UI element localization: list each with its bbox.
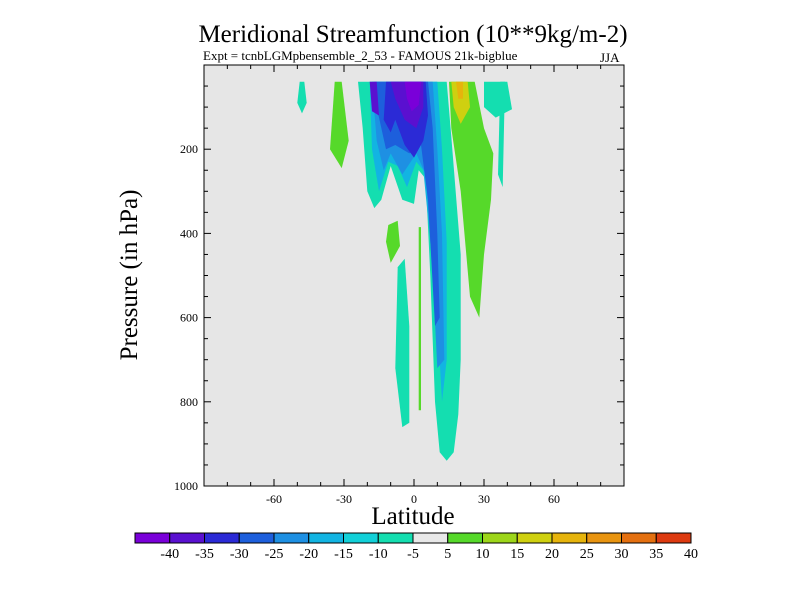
colorbar-swatch: [447, 532, 483, 544]
chart-title: Meridional Streamfunction (10**9kg/m-2): [198, 21, 627, 48]
colorbar-swatch: [308, 532, 344, 544]
y-tick-label: 800: [180, 395, 198, 409]
contour-region-cyan-east-edge: [484, 81, 512, 118]
contour-region-cyan-rising-limb: [395, 258, 410, 428]
season-label: JJA: [600, 50, 620, 65]
colorbar-swatch: [551, 532, 588, 544]
x-axis-label: Latitude: [371, 503, 454, 530]
contour-region-yellow-20e: [451, 81, 470, 124]
x-tick-label: 0: [411, 492, 417, 506]
contour-region-green-plume-30s: [330, 81, 349, 169]
y-tick-label: 400: [180, 226, 198, 240]
contour-region-orange-20e: [456, 81, 463, 99]
colorbar-swatch: [586, 532, 622, 544]
y-tick-label: 600: [180, 311, 198, 325]
x-tick-label: -60: [266, 492, 282, 506]
colorbar-swatch: [273, 532, 310, 544]
colorbar-label: 15: [510, 547, 524, 562]
contour-region-purple-core: [404, 81, 421, 112]
colorbar-label: -30: [230, 547, 249, 562]
colorbar-label: -5: [407, 547, 419, 562]
colorbar-label: 25: [580, 547, 594, 562]
colorbar: [134, 532, 692, 544]
colorbar-swatch: [377, 532, 414, 544]
colorbar-label: 10: [476, 547, 490, 562]
contour-region-purple-core-2: [369, 81, 379, 116]
colorbar-swatch: [169, 532, 205, 544]
contour-region-cyan-45e-sliver: [498, 81, 505, 188]
contour-region-cyan-sliver-55s: [297, 81, 307, 114]
x-tick-label: 30: [478, 492, 490, 506]
colorbar-swatch: [482, 532, 518, 544]
colorbar-labels: -40 -35 -30 -25 -20 -15 -10 -5 5 10 15 20 25 30 35 40: [160, 547, 698, 562]
y-tick-label: 200: [180, 142, 198, 156]
colorbar-label: -35: [195, 547, 214, 562]
x-tick-labels: -60 -30 0 30 60: [266, 492, 560, 506]
colorbar-label: 30: [615, 547, 629, 562]
colorbar-label: 20: [545, 547, 559, 562]
colorbar-label: 35: [649, 547, 663, 562]
colorbar-label: -40: [160, 547, 179, 562]
axis-ticks: [203, 64, 625, 487]
colorbar-swatch: [655, 532, 692, 544]
contour-region-deep-blue-band: [374, 81, 440, 326]
colorbar-label: -15: [334, 547, 353, 562]
colorbar-swatch: [134, 532, 171, 544]
colorbar-swatch: [238, 532, 275, 544]
colorbar-label: -25: [265, 547, 284, 562]
colorbar-label: 5: [444, 547, 451, 562]
colorbar-swatch: [621, 532, 657, 544]
x-tick-label: 60: [548, 492, 560, 506]
colorbar-label: -10: [369, 547, 388, 562]
y-tick-label: 1000: [174, 479, 198, 493]
contour-region-green-lower-blob: [386, 220, 400, 263]
colorbar-swatch: [343, 532, 379, 544]
colorbar-swatch: [204, 532, 240, 544]
colorbar-label: 40: [684, 547, 698, 562]
y-axis-label: Pressure (in hPa): [116, 190, 143, 361]
contour-region-green-30e: [449, 81, 494, 318]
y-tick-labels: 200 400 600 800 1000: [174, 142, 198, 493]
contour-regions: [297, 81, 512, 461]
chart-subtitle: Expt = tcnbLGMpbensemble_2_53 - FAMOUS 2…: [203, 48, 518, 63]
plot-area: -60 -30 0 30 60 200 400 600 800 1000: [174, 64, 625, 506]
colorbar-swatch: [516, 532, 553, 544]
colorbar-label: -20: [299, 547, 318, 562]
contour-region-green-line-2n: [418, 227, 421, 411]
x-tick-label: -30: [336, 492, 352, 506]
colorbar-swatch: [412, 532, 449, 544]
